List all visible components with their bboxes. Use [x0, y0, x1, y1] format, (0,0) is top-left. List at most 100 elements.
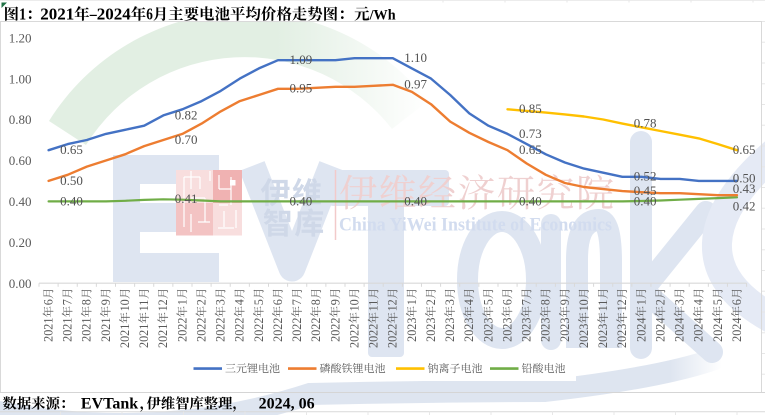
svg-text:2023: 2023 — [615, 324, 629, 348]
svg-text:2024: 2024 — [692, 318, 706, 342]
svg-text:2022: 2022 — [386, 324, 400, 348]
svg-text:0.73: 0.73 — [519, 126, 542, 141]
svg-text:6: 6 — [730, 299, 744, 305]
svg-text:2024: 2024 — [653, 318, 667, 342]
svg-text:2022: 2022 — [233, 318, 247, 342]
svg-text:2022: 2022 — [175, 318, 189, 342]
svg-text:9: 9 — [99, 299, 113, 305]
svg-text:2021: 2021 — [40, 4, 74, 23]
svg-text:0.65: 0.65 — [60, 142, 83, 157]
svg-text:6: 6 — [42, 299, 56, 305]
svg-text:2023: 2023 — [539, 318, 553, 342]
svg-text:1.10: 1.10 — [404, 50, 427, 65]
svg-text:2023: 2023 — [443, 318, 457, 342]
svg-text:2: 2 — [424, 299, 438, 305]
svg-text:2021: 2021 — [42, 318, 56, 342]
svg-text:1: 1 — [634, 299, 648, 305]
svg-text:0.50: 0.50 — [733, 171, 756, 186]
svg-text:4: 4 — [233, 299, 247, 305]
svg-text:2024: 2024 — [711, 318, 725, 342]
svg-text:2023: 2023 — [577, 324, 591, 348]
svg-text:1.09: 1.09 — [290, 52, 313, 67]
svg-text:11: 11 — [596, 300, 610, 312]
svg-text:5: 5 — [252, 299, 266, 305]
svg-text:EVTank: EVTank — [81, 395, 138, 412]
svg-text:0.65: 0.65 — [733, 142, 756, 157]
svg-text:/Wh: /Wh — [369, 7, 397, 23]
svg-text:8: 8 — [539, 299, 553, 305]
svg-text:2021: 2021 — [118, 324, 132, 348]
svg-text:2023: 2023 — [558, 318, 572, 342]
svg-text:0.80: 0.80 — [9, 112, 32, 127]
svg-text:11: 11 — [137, 300, 151, 312]
svg-text:11: 11 — [367, 300, 381, 312]
svg-text:0.65: 0.65 — [519, 142, 542, 157]
svg-text:0.20: 0.20 — [9, 235, 32, 250]
svg-text:2024: 2024 — [97, 4, 132, 23]
svg-text:4: 4 — [692, 299, 706, 305]
svg-text:1.00: 1.00 — [9, 71, 32, 86]
svg-text:2021: 2021 — [80, 318, 94, 342]
svg-text:10: 10 — [347, 299, 361, 311]
svg-text:0.42: 0.42 — [733, 199, 756, 214]
svg-text:2021: 2021 — [137, 324, 151, 348]
svg-text:2023: 2023 — [424, 318, 438, 342]
svg-text:2021: 2021 — [156, 324, 170, 348]
svg-text:2022: 2022 — [252, 318, 266, 342]
svg-text:10: 10 — [118, 299, 132, 311]
svg-text:0.43: 0.43 — [733, 181, 756, 196]
svg-text:1: 1 — [19, 4, 26, 23]
svg-text:0.82: 0.82 — [175, 107, 198, 122]
svg-text:0.40: 0.40 — [60, 193, 83, 208]
svg-text:2022: 2022 — [328, 318, 342, 342]
svg-text:2022: 2022 — [214, 318, 228, 342]
svg-text:2022: 2022 — [347, 324, 361, 348]
svg-text:3: 3 — [673, 299, 687, 305]
svg-text:6: 6 — [271, 299, 285, 305]
svg-text:0.45: 0.45 — [634, 183, 657, 198]
svg-text:3: 3 — [214, 299, 228, 305]
svg-text:1: 1 — [405, 299, 419, 305]
svg-text:China YiWei Institute of Econo: China YiWei Institute of Economics — [339, 216, 612, 236]
svg-text:1: 1 — [175, 299, 189, 305]
svg-text:2024, 06: 2024, 06 — [259, 395, 315, 412]
svg-text:12: 12 — [156, 299, 170, 311]
svg-text:2022: 2022 — [367, 324, 381, 348]
svg-text:8: 8 — [309, 299, 323, 305]
svg-text:9: 9 — [558, 299, 572, 305]
svg-text:0.40: 0.40 — [290, 193, 313, 208]
svg-text:2023: 2023 — [462, 318, 476, 342]
svg-text:2023: 2023 — [481, 318, 495, 342]
svg-text:0.85: 0.85 — [519, 101, 542, 116]
svg-text:0.78: 0.78 — [634, 116, 657, 131]
svg-text:2022: 2022 — [195, 318, 209, 342]
svg-text:5: 5 — [481, 299, 495, 305]
svg-text:0.50: 0.50 — [60, 173, 83, 188]
svg-text:2: 2 — [653, 299, 667, 305]
svg-text:0.40: 0.40 — [9, 194, 32, 209]
svg-text:2: 2 — [195, 299, 209, 305]
svg-text:7: 7 — [61, 299, 75, 305]
svg-text:3: 3 — [443, 299, 457, 305]
svg-text:2023: 2023 — [520, 318, 534, 342]
svg-text:2024: 2024 — [634, 318, 648, 342]
svg-text:1.20: 1.20 — [9, 30, 32, 45]
svg-text:5: 5 — [711, 299, 725, 305]
svg-text:6: 6 — [500, 299, 514, 305]
svg-text:4: 4 — [462, 299, 476, 305]
svg-text:2021: 2021 — [99, 318, 113, 342]
svg-text:2023: 2023 — [596, 324, 610, 348]
svg-text:0.70: 0.70 — [175, 132, 198, 147]
svg-text:2023: 2023 — [405, 318, 419, 342]
svg-text:2024: 2024 — [730, 318, 744, 342]
svg-text:10: 10 — [577, 299, 591, 311]
svg-text:9: 9 — [328, 299, 342, 305]
svg-text:0.41: 0.41 — [175, 191, 198, 206]
svg-text:0.40: 0.40 — [634, 193, 657, 208]
svg-text:0.40: 0.40 — [404, 193, 427, 208]
svg-text:–: – — [89, 4, 97, 23]
svg-text:6: 6 — [146, 4, 153, 23]
svg-text:2021: 2021 — [61, 318, 75, 342]
svg-text:8: 8 — [80, 299, 94, 305]
svg-text:2023: 2023 — [500, 318, 514, 342]
